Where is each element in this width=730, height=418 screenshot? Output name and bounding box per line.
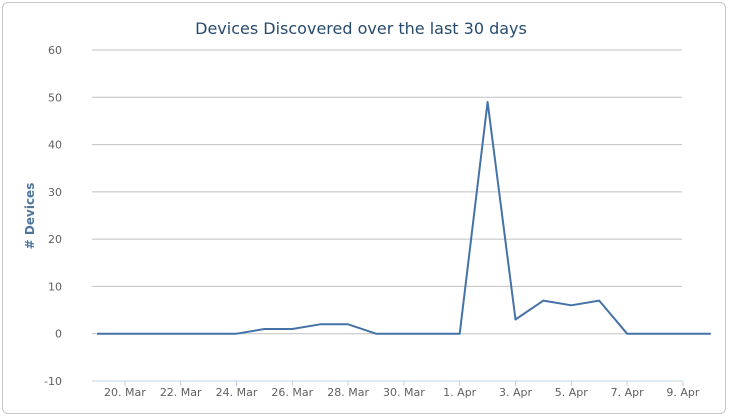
data-point[interactable] [428,330,436,338]
data-point[interactable] [512,316,520,324]
data-point[interactable] [316,320,324,328]
x-tick-label: 9. Apr [666,386,699,399]
data-point[interactable] [567,301,575,309]
x-tick-label: 22. Mar [160,386,202,399]
x-tick-label: 1. Apr [443,386,476,399]
series-line [97,102,711,334]
data-point[interactable] [456,330,464,338]
data-point[interactable] [707,330,715,338]
y-tick-label: 10 [48,280,62,293]
chart-title: Devices Discovered over the last 30 days [195,19,527,38]
data-point[interactable] [595,297,603,305]
data-point[interactable] [539,297,547,305]
x-tick-label: 20. Mar [104,386,146,399]
data-point[interactable] [149,330,157,338]
y-tick-label: 60 [48,44,62,57]
data-point[interactable] [260,325,268,333]
y-tick-label: 0 [55,328,62,341]
data-point[interactable] [93,330,101,338]
series-layer [93,98,715,338]
data-point[interactable] [177,330,185,338]
x-tick-labels: 20. Mar 22. Mar 24. Mar 26. Mar 28. Mar 30. M… [104,381,700,399]
data-point[interactable] [344,320,352,328]
x-tick-label: 26. Mar [271,386,313,399]
y-tick-label: 50 [48,91,62,104]
x-tick-label: 5. Apr [555,386,588,399]
data-point[interactable] [679,330,687,338]
y-tick-labels: -10 0 10 20 30 40 50 60 [44,44,62,388]
data-point[interactable] [233,330,241,338]
data-point[interactable] [623,330,631,338]
data-point[interactable] [400,330,408,338]
data-point[interactable] [651,330,659,338]
x-tick-label: 7. Apr [611,386,644,399]
y-axis-label: # Devices [23,183,37,250]
data-point[interactable] [372,330,380,338]
data-point[interactable] [121,330,129,338]
y-tick-label: 40 [48,139,62,152]
x-tick-label: 30. Mar [383,386,425,399]
y-tick-label: 30 [48,186,62,199]
x-tick-label: 24. Mar [216,386,258,399]
data-point[interactable] [205,330,213,338]
data-point[interactable] [288,325,296,333]
x-tick-label: 3. Apr [499,386,532,399]
y-tick-label: 20 [48,233,62,246]
data-point[interactable] [484,98,492,106]
x-tick-label: 28. Mar [327,386,369,399]
y-tick-label: -10 [44,375,62,388]
